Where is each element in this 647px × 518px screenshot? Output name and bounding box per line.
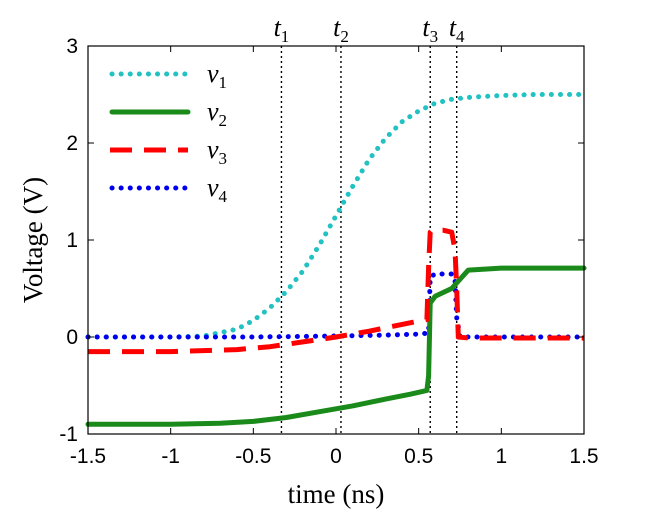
y-tick-label: 1 (66, 229, 78, 252)
legend-label-v1: v1 (207, 59, 227, 92)
y-tick-label: -1 (59, 423, 78, 446)
y-axis-label: Voltage (V) (18, 177, 48, 303)
x-axis-label: time (ns) (288, 479, 385, 509)
marker-label-1: t1 (274, 13, 290, 46)
x-tick-label: 1 (495, 445, 507, 468)
x-tick-label: -1.5 (70, 445, 106, 468)
legend-label-v2: v2 (207, 97, 227, 130)
y-tick-label: 0 (66, 326, 78, 349)
plot-frame (87, 45, 585, 435)
series-line-v2 (85, 265, 587, 427)
marker-labels: t1 t2 t3 t4 (274, 13, 465, 46)
x-tick-label: 0 (330, 445, 342, 468)
y-tick-label: 3 (66, 35, 78, 58)
x-tick-label: 1.5 (569, 445, 598, 468)
marker-label-2: t2 (333, 13, 349, 46)
legend-label-v4: v4 (207, 173, 228, 206)
series-lines (85, 92, 587, 427)
x-tick-label: -0.5 (235, 445, 271, 468)
series-line-v1 (85, 92, 587, 340)
marker-label-3: t3 (422, 13, 438, 46)
series-line-v3 (88, 227, 584, 355)
legend-label-v3: v3 (207, 135, 227, 168)
marker-label-4: t4 (449, 13, 465, 46)
x-tick-label: 0.5 (404, 445, 433, 468)
x-tick-label: -1 (161, 445, 180, 468)
legend: v1 v2 v3 v4 (109, 59, 228, 206)
y-tick-label: 2 (66, 132, 78, 155)
series-line-v4 (85, 271, 587, 340)
